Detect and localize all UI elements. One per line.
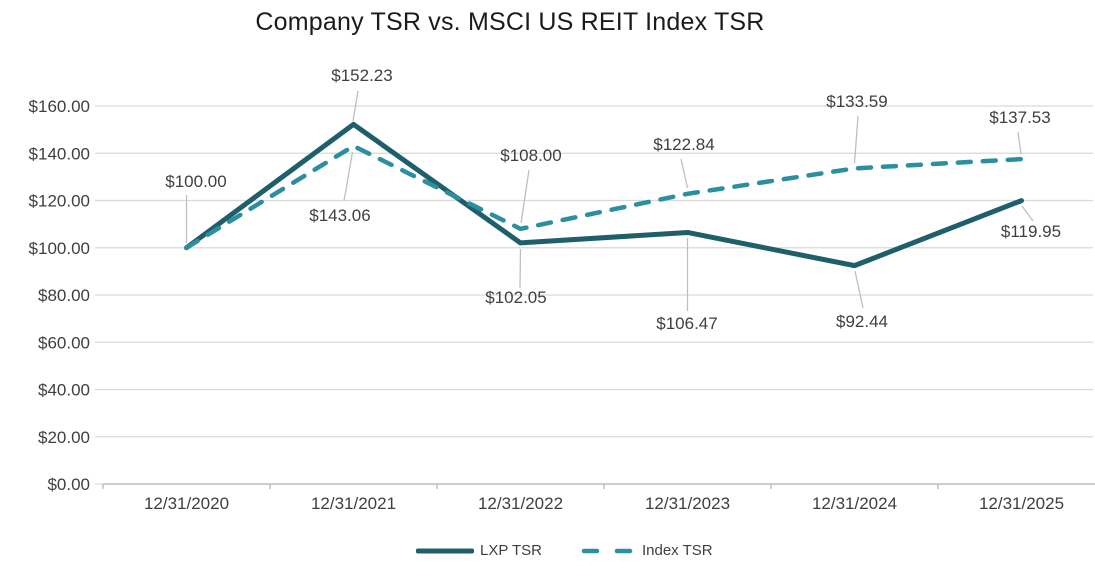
x-axis-label: 12/31/2025	[979, 494, 1064, 513]
index-tsr-line-swatch	[581, 548, 633, 553]
y-axis-tick-label: $80.00	[38, 286, 90, 305]
x-axis-label: 12/31/2022	[478, 494, 563, 513]
data-point-label: $100.00	[165, 172, 226, 191]
data-point-label: $133.59	[826, 92, 887, 111]
lxp-tsr-series-line	[184, 121, 1024, 269]
data-point-label: $152.23	[331, 66, 392, 85]
data-label-leader-line	[352, 90, 359, 122]
chart-legend: LXP TSR Index TSR	[416, 542, 713, 559]
y-axis-tick-label: $20.00	[38, 428, 90, 447]
index-tsr-series-line	[184, 143, 1024, 250]
x-axis-label: 12/31/2023	[645, 494, 730, 513]
y-axis-tick-label: $160.00	[29, 97, 90, 116]
legend-item-lxp-tsr: LXP TSR	[416, 542, 542, 559]
data-point-label: $122.84	[653, 135, 714, 154]
lxp-tsr-line-swatch	[416, 548, 474, 553]
data-point-label: $119.95	[1001, 222, 1061, 241]
y-axis-tick-label: $100.00	[29, 239, 90, 258]
x-axis-label: 12/31/2021	[311, 494, 396, 513]
y-axis-tick-label: $40.00	[38, 381, 90, 400]
data-label-leader-line	[853, 115, 859, 164]
data-point-label: $137.53	[989, 108, 1050, 127]
data-label-leader-line	[1017, 131, 1022, 155]
y-axis-tick-label: $120.00	[29, 192, 90, 211]
data-label-leader-line	[680, 158, 689, 189]
data-label-leader-line	[854, 270, 864, 309]
chart-title: Company TSR vs. MSCI US REIT Index TSR	[255, 8, 765, 36]
data-point-label: $102.05	[485, 288, 546, 307]
legend-item-index-tsr: Index TSR	[580, 542, 713, 559]
data-label-leader-line	[520, 169, 530, 224]
y-axis-tick-label: $140.00	[29, 144, 90, 163]
data-point-label: $108.00	[500, 146, 561, 165]
legend-label-index-tsr: Index TSR	[641, 542, 713, 559]
data-label-leader-line	[519, 248, 522, 289]
data-point-label: $143.06	[309, 206, 370, 225]
data-point-label: $92.44	[836, 312, 888, 331]
data-label-leader-line	[1021, 205, 1034, 222]
data-label-leader-line	[343, 151, 354, 202]
legend-label-lxp-tsr: LXP TSR	[480, 542, 542, 559]
x-axis-label: 12/31/2020	[144, 494, 229, 513]
x-axis-label: 12/31/2024	[812, 494, 897, 513]
y-axis-tick-label: $60.00	[38, 333, 90, 352]
data-point-label: $106.47	[656, 314, 717, 333]
y-axis-tick-label: $0.00	[47, 475, 90, 494]
